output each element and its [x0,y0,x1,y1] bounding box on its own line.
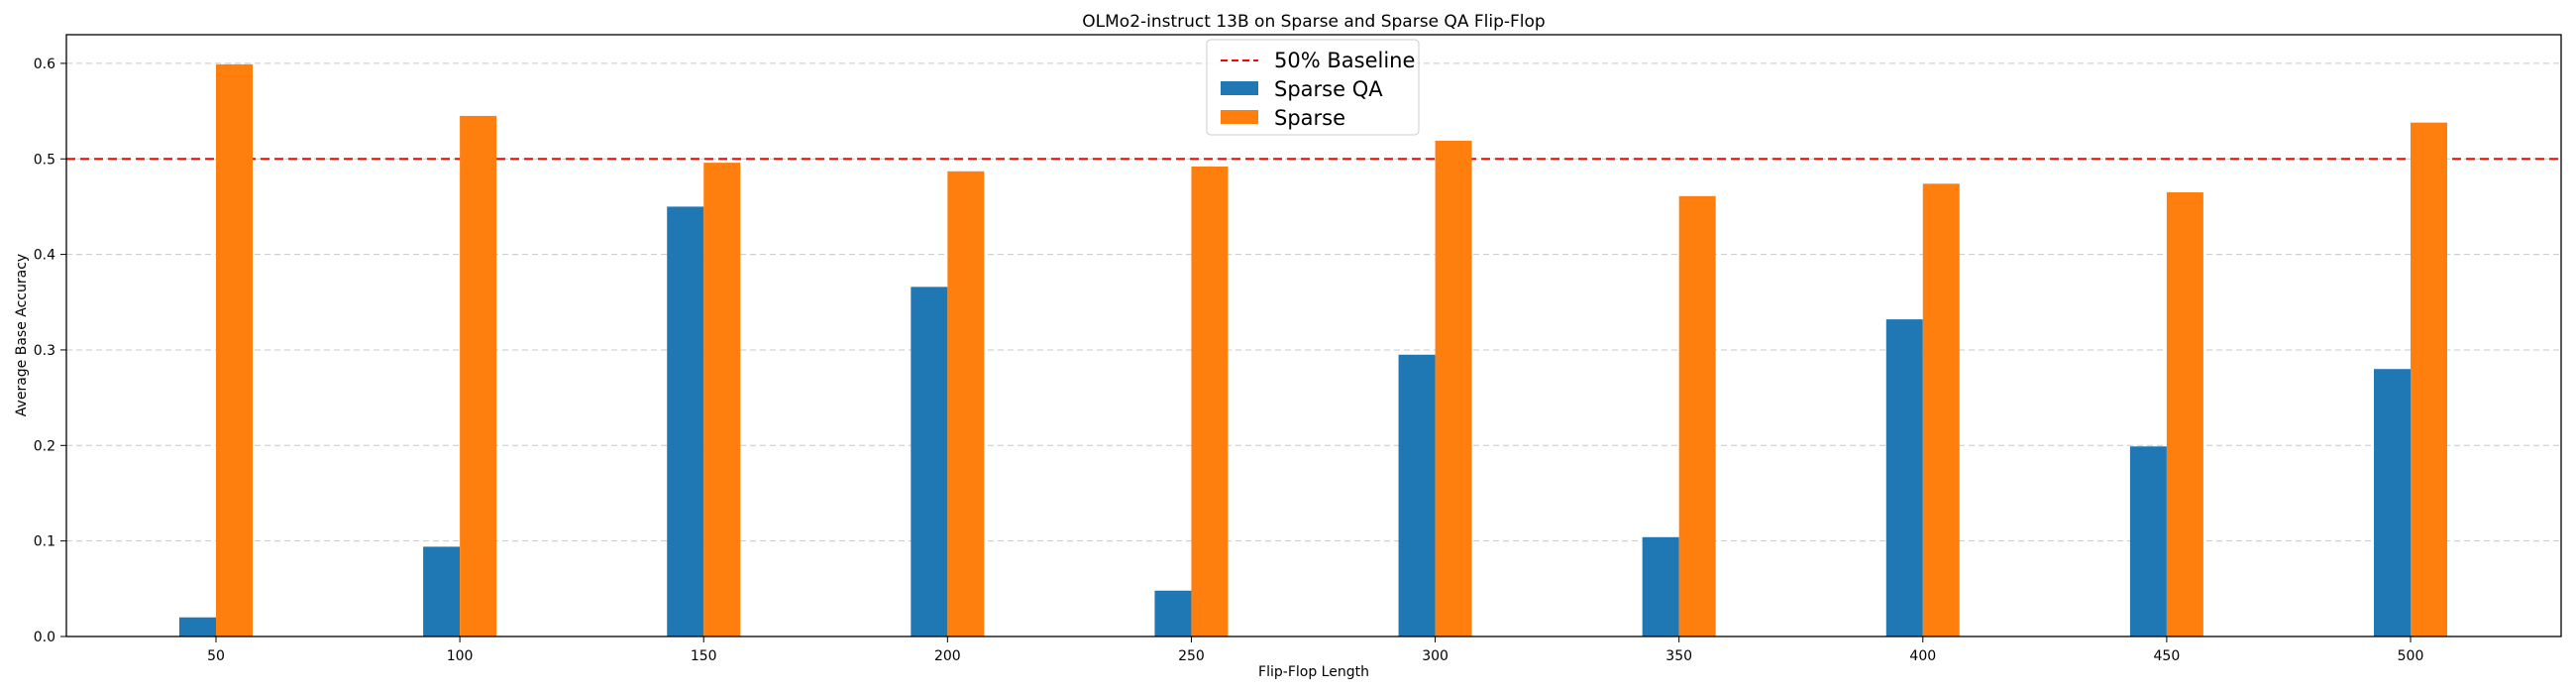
x-tick-label: 500 [2398,648,2424,664]
bar [423,546,461,636]
legend: 50% Baseline Sparse QA Sparse [1206,39,1420,136]
x-axis: 50 100 150 200 250 300 350 400 450 500 [207,636,2423,664]
bar [2411,122,2447,636]
legend-box [1206,39,1420,136]
bars-layer [179,63,2447,637]
bar [460,115,497,636]
bar [179,617,216,636]
legend-baseline-label: 50% Baseline [1274,49,1415,72]
x-tick-label: 150 [691,648,717,664]
x-axis-label: Flip-Flop Length [1258,664,1369,680]
bar [2166,191,2203,636]
bar [911,287,948,636]
legend-sparse-swatch [1221,110,1258,124]
y-axis: 0.0 0.1 0.2 0.3 0.4 0.5 0.6 [34,57,66,645]
y-tick-label: 0.4 [34,248,55,264]
x-tick-label: 400 [1909,648,1936,664]
x-tick-label: 250 [1178,648,1205,664]
x-tick-label: 450 [2154,648,2181,664]
y-tick-label: 0.3 [34,343,55,359]
bar [947,171,985,636]
bar [1678,195,1716,637]
bar [1191,166,1229,636]
legend-sparse-qa-label: Sparse QA [1274,77,1383,101]
bar [703,163,741,636]
x-tick-label: 200 [934,648,961,664]
bar [667,206,704,636]
x-tick-label: 50 [207,648,225,664]
y-axis-label: Average Base Accuracy [14,254,30,416]
bar [1885,319,1923,636]
x-tick-label: 350 [1665,648,1692,664]
bar [1154,590,1192,636]
y-tick-label: 0.1 [34,534,55,550]
bar [1435,140,1472,636]
y-tick-label: 0.0 [34,630,55,645]
y-tick-label: 0.5 [34,152,55,168]
bar [1922,183,1960,637]
bar [2374,369,2411,636]
bar [216,63,253,636]
y-tick-label: 0.2 [34,438,55,454]
x-tick-label: 300 [1422,648,1449,664]
bar [1642,536,1679,636]
y-tick-label: 0.6 [34,57,55,72]
chart-title: OLMo2-instruct 13B on Sparse and Sparse … [1082,12,1545,32]
legend-sparse-qa-swatch [1221,81,1258,95]
bar [2129,446,2167,636]
bar [1398,354,1436,636]
plot-frame [65,34,2562,637]
x-tick-label: 100 [447,648,474,664]
legend-sparse-label: Sparse [1274,106,1345,130]
